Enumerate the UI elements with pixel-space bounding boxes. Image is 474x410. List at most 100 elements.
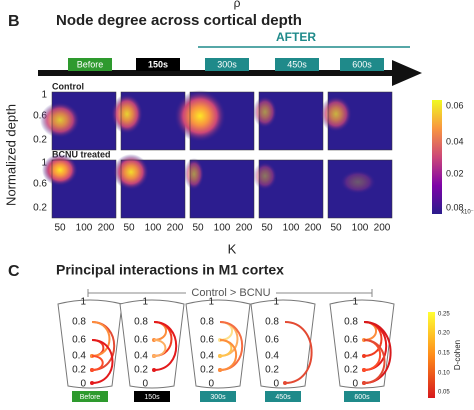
x-tick-label: 200: [305, 223, 322, 234]
time-label: 300s: [217, 59, 237, 69]
time-label: 600s: [354, 394, 370, 401]
x-tick-label: 200: [98, 223, 115, 234]
after-label: AFTER: [276, 30, 316, 44]
heatmap-frame: [258, 159, 324, 219]
depth-tick: 0.2: [344, 365, 358, 376]
depth-tick: 0: [273, 379, 279, 390]
colorbar: [428, 312, 435, 398]
panel-title: Principal interactions in M1 cortex: [56, 262, 284, 278]
interaction-arc: [91, 339, 114, 384]
row-label: Control: [52, 81, 84, 91]
heatmap-frame: [327, 159, 393, 219]
interaction-arc: [153, 339, 167, 357]
depth-tick: 0.6: [134, 335, 148, 346]
panel-title: Node degree across cortical depth: [56, 12, 302, 29]
x-tick-label: 100: [283, 223, 300, 234]
panel-letter: C: [8, 263, 20, 280]
x-tick-label: 200: [167, 223, 184, 234]
interaction-arc: [153, 321, 178, 371]
heat-blob: [184, 158, 204, 190]
interaction-arc: [363, 339, 386, 384]
colorbar-tick: 0.15: [438, 351, 450, 357]
time-box: [134, 391, 170, 402]
colorbar-tick: 0.10: [438, 371, 450, 377]
depth-tick: 1: [273, 297, 279, 308]
y-tick-label: 0.2: [33, 203, 47, 214]
label-bg: [186, 286, 276, 300]
depth-tick: 0.4: [72, 351, 86, 362]
time-label: 600s: [352, 59, 372, 69]
arc-end: [90, 368, 94, 372]
depth-tick: 1: [208, 297, 214, 308]
cortex-outline: [119, 299, 185, 389]
time-box: [68, 58, 112, 71]
row-label: BCNU treated: [52, 149, 111, 159]
depth-tick: 0.8: [344, 317, 358, 328]
depth-tick: 0.4: [344, 351, 358, 362]
heat-blob: [253, 162, 277, 190]
interaction-arc: [91, 321, 111, 357]
time-box: [265, 391, 301, 402]
depth-tick: 0: [352, 379, 358, 390]
y-tick-label: 0.6: [33, 111, 47, 122]
cortex-outline: [57, 299, 123, 389]
time-box: [205, 58, 249, 71]
y-tick-label: 0.6: [33, 179, 47, 190]
depth-tick: 1: [80, 297, 86, 308]
colorbar-tick: 0.06: [446, 100, 464, 110]
colorbar-tick: 0.02: [446, 168, 464, 178]
interaction-arc: [91, 355, 104, 371]
colorbar-tick: 0.25: [438, 312, 450, 318]
arrow-head: [392, 60, 422, 86]
interaction-arc: [284, 321, 313, 384]
colorbar-tick: 0.08: [446, 202, 464, 212]
arc-end: [152, 368, 156, 372]
arc-end: [362, 354, 366, 358]
x-tick-label: 50: [123, 223, 135, 234]
depth-tick: 1: [142, 297, 148, 308]
y-axis-label: Normalized depth: [3, 104, 18, 206]
arc-end: [283, 381, 287, 385]
depth-tick: 0.6: [72, 335, 86, 346]
panel-letter: B: [8, 13, 20, 30]
time-box: [72, 391, 108, 402]
heatmap-frame: [327, 91, 393, 151]
time-label: 150s: [144, 394, 160, 401]
depth-tick: 0: [208, 379, 214, 390]
depth-tick: 0.2: [200, 365, 214, 376]
x-tick-label: 100: [76, 223, 93, 234]
time-box: [275, 58, 319, 71]
arc-end: [90, 381, 94, 385]
heat-blob: [113, 154, 149, 190]
heatmap-frame: [189, 159, 255, 219]
cortex-outline: [185, 299, 251, 389]
heat-blob: [253, 96, 277, 128]
x-tick-label: 200: [374, 223, 391, 234]
colorbar-tick: 0.04: [446, 136, 464, 146]
heat-blob: [320, 96, 352, 132]
arc-end: [218, 368, 222, 372]
time-label: 300s: [210, 394, 226, 401]
colorbar-tick: 0.05: [438, 390, 450, 396]
time-box: [136, 58, 180, 71]
depth-tick: 0.8: [265, 317, 279, 328]
heatmap-frame: [120, 159, 186, 219]
colorbar-exponent: x10⁻: [461, 210, 474, 216]
colorbar-tick: 0.20: [438, 331, 450, 337]
depth-tick: 0.4: [134, 351, 148, 362]
heatmap-frame: [51, 159, 117, 219]
arc-end: [362, 381, 366, 385]
colorbar: [432, 100, 442, 214]
time-label: Before: [80, 394, 101, 401]
time-label: 450s: [287, 59, 307, 69]
heat-blob: [111, 94, 143, 134]
time-label: Before: [77, 59, 104, 69]
y-tick-label: 0.2: [33, 135, 47, 146]
arc-end: [152, 354, 156, 358]
depth-tick: 0.8: [200, 317, 214, 328]
heat-blob: [340, 170, 376, 194]
x-tick-label: 50: [261, 223, 273, 234]
arc-end: [362, 368, 366, 372]
depth-tick: 0.2: [265, 365, 279, 376]
